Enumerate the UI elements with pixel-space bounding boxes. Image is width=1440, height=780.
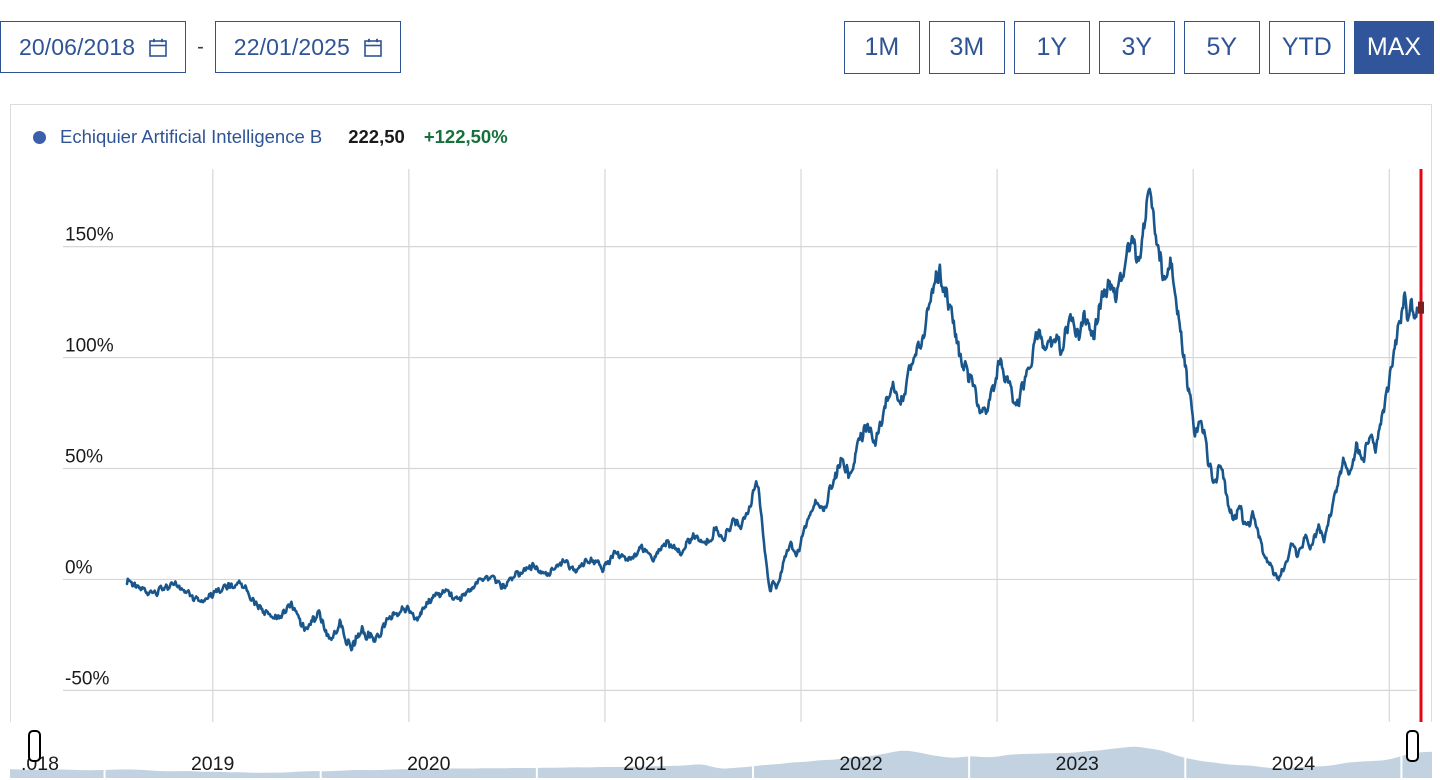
- price-chart-svg: -50%0%50%100%150% .018201920202021202220…: [20, 169, 1424, 769]
- calendar-icon: [364, 38, 382, 57]
- period-button-1y[interactable]: 1Y: [1013, 21, 1090, 74]
- svg-text:100%: 100%: [65, 336, 114, 357]
- svg-text:2019: 2019: [191, 753, 234, 775]
- navigator-year-labels: .018 2019 2020 2021 2022 2023 2024: [21, 753, 1315, 775]
- legend-series-change: +122,50%: [423, 126, 508, 147]
- series-line-echiquier-ai-b: [125, 187, 1419, 652]
- svg-text:2024: 2024: [1272, 753, 1316, 775]
- svg-text:0%: 0%: [65, 557, 93, 578]
- navigator-handle-left[interactable]: [28, 730, 41, 762]
- svg-text:2021: 2021: [623, 753, 666, 775]
- horizontal-gridlines: [63, 246, 1417, 691]
- svg-text:2022: 2022: [839, 753, 882, 775]
- range-navigator[interactable]: .018 2019 2020 2021 2022 2023 2024: [10, 722, 1432, 778]
- svg-text:150%: 150%: [65, 225, 114, 246]
- navigator-area-series: [10, 746, 1432, 778]
- chart-panel: Echiquier Artificial Intelligence B 222,…: [10, 104, 1432, 770]
- legend-series-dot-icon: [33, 130, 46, 144]
- toolbar: 20/06/2018 - 22/01/2025 1M 3M 1Y 3Y 5Y Y…: [0, 0, 1440, 96]
- date-from-value: 20/06/2018: [19, 33, 136, 60]
- svg-text:2023: 2023: [1056, 753, 1099, 775]
- navigator-year-dividers: [103, 722, 1403, 778]
- calendar-icon: [149, 38, 167, 57]
- legend-series-value: 222,50: [348, 126, 405, 147]
- date-range-picker: 20/06/2018 - 22/01/2025: [0, 21, 401, 73]
- date-to-value: 22/01/2025: [233, 33, 350, 60]
- navigator-svg: .018 2019 2020 2021 2022 2023 2024: [10, 722, 1432, 778]
- period-button-3m[interactable]: 3M: [928, 21, 1005, 74]
- date-from-input[interactable]: 20/06/2018: [0, 21, 187, 73]
- last-point-marker: [1418, 301, 1424, 314]
- period-button-max[interactable]: MAX: [1353, 21, 1434, 74]
- legend-series-name: Echiquier Artificial Intelligence B: [60, 126, 323, 147]
- period-button-3y[interactable]: 3Y: [1098, 21, 1175, 74]
- y-axis-tick-labels: -50% 0% 50% 100% 150%: [65, 225, 114, 690]
- svg-text:50%: 50%: [65, 447, 103, 468]
- date-to-input[interactable]: 22/01/2025: [214, 21, 401, 73]
- period-button-ytd[interactable]: YTD: [1268, 21, 1345, 74]
- period-selector: 1M 3M 1Y 3Y 5Y YTD MAX: [843, 21, 1434, 74]
- period-button-1m[interactable]: 1M: [843, 21, 920, 74]
- plot-area[interactable]: -50%0%50%100%150% .018201920202021202220…: [11, 161, 1431, 769]
- navigator-handle-right[interactable]: [1406, 730, 1419, 762]
- period-button-5y[interactable]: 5Y: [1183, 21, 1260, 74]
- chart-legend[interactable]: Echiquier Artificial Intelligence B 222,…: [33, 126, 508, 148]
- date-range-separator: -: [197, 35, 204, 58]
- svg-text:2020: 2020: [407, 753, 451, 775]
- svg-text:-50%: -50%: [65, 668, 109, 689]
- vertical-gridlines: [212, 169, 1390, 739]
